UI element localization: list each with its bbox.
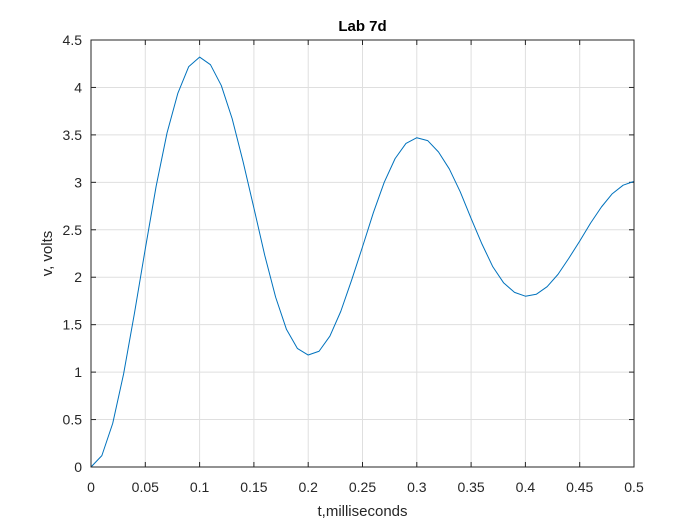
x-tick-label: 0.15 xyxy=(240,479,267,495)
series-line xyxy=(90,56,635,468)
x-tick-label: 0.05 xyxy=(132,479,159,495)
y-tick-label: 1 xyxy=(74,364,82,380)
x-tick-labels: 0 0.05 0.1 0.15 0.2 0.25 0.3 0.35 0.4 0.45 0.5 xyxy=(87,479,644,495)
x-axis-label: t,milliseconds xyxy=(317,503,407,520)
y-tick-label: 2.5 xyxy=(63,222,83,238)
x-tick-label: 0.3 xyxy=(407,479,427,495)
y-axis-label: v, volts xyxy=(39,231,56,277)
data-series xyxy=(90,56,635,468)
y-tick-label: 0.5 xyxy=(63,412,83,428)
axes-box xyxy=(90,39,635,468)
x-tick-label: 0.4 xyxy=(516,479,536,495)
y-tick-label: 1.5 xyxy=(63,317,83,333)
x-tick-label: 0.1 xyxy=(190,479,210,495)
y-tick-label: 3 xyxy=(74,174,82,190)
x-tick-label: 0.45 xyxy=(566,479,593,495)
x-tick-label: 0.2 xyxy=(298,479,318,495)
y-tick-label: 4 xyxy=(74,79,82,95)
y-tick-label: 2 xyxy=(74,269,82,285)
y-tick-label: 0 xyxy=(74,459,82,475)
y-tick-label: 4.5 xyxy=(63,32,83,48)
chart-title: Lab 7d xyxy=(338,18,386,35)
x-tick-label: 0.25 xyxy=(349,479,376,495)
x-tick-label: 0.5 xyxy=(624,479,644,495)
x-tick-label: 0.35 xyxy=(457,479,484,495)
x-tick-label: 0 xyxy=(87,479,95,495)
y-tick-label: 3.5 xyxy=(63,127,83,143)
y-tick-labels: 0 0.5 1 1.5 2 2.5 3 3.5 4 4.5 xyxy=(63,32,83,475)
